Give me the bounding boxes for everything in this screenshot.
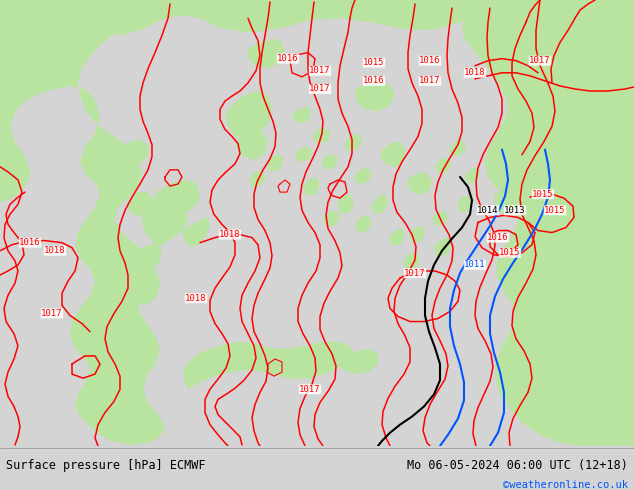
Text: 1018: 1018 bbox=[185, 294, 207, 303]
Polygon shape bbox=[323, 210, 340, 226]
Polygon shape bbox=[371, 194, 388, 214]
Polygon shape bbox=[183, 342, 355, 389]
Polygon shape bbox=[295, 146, 312, 162]
Polygon shape bbox=[337, 194, 354, 214]
Polygon shape bbox=[321, 154, 338, 170]
Text: 1015: 1015 bbox=[363, 58, 385, 67]
Text: 1013: 1013 bbox=[504, 206, 526, 215]
Polygon shape bbox=[521, 104, 550, 131]
Text: 1018: 1018 bbox=[44, 246, 66, 255]
Text: 1014: 1014 bbox=[477, 206, 499, 215]
Polygon shape bbox=[355, 214, 372, 233]
Polygon shape bbox=[409, 225, 425, 243]
Polygon shape bbox=[462, 0, 634, 446]
Text: 1017: 1017 bbox=[529, 56, 551, 65]
Polygon shape bbox=[380, 142, 405, 167]
Polygon shape bbox=[142, 195, 188, 255]
Polygon shape bbox=[464, 167, 480, 184]
Text: 1015: 1015 bbox=[544, 206, 566, 215]
Polygon shape bbox=[434, 238, 452, 257]
Polygon shape bbox=[344, 133, 362, 152]
Text: 1018: 1018 bbox=[464, 68, 486, 77]
Polygon shape bbox=[548, 30, 582, 61]
Polygon shape bbox=[403, 253, 420, 270]
Polygon shape bbox=[389, 227, 405, 245]
Text: Mo 06-05-2024 06:00 UTC (12+18): Mo 06-05-2024 06:00 UTC (12+18) bbox=[407, 459, 628, 472]
Text: 1017: 1017 bbox=[41, 309, 63, 318]
Text: 1017: 1017 bbox=[299, 385, 321, 394]
Text: 1015: 1015 bbox=[499, 248, 521, 257]
Polygon shape bbox=[0, 0, 240, 445]
Text: 1016: 1016 bbox=[19, 238, 41, 247]
Polygon shape bbox=[182, 218, 210, 248]
Polygon shape bbox=[249, 170, 266, 187]
Polygon shape bbox=[225, 91, 272, 140]
Polygon shape bbox=[338, 349, 378, 374]
Polygon shape bbox=[407, 172, 432, 195]
Text: 1016: 1016 bbox=[419, 56, 441, 65]
Polygon shape bbox=[312, 127, 330, 144]
Polygon shape bbox=[248, 38, 285, 69]
Text: 1017: 1017 bbox=[419, 76, 441, 85]
Polygon shape bbox=[122, 140, 148, 164]
Text: ©weatheronline.co.uk: ©weatheronline.co.uk bbox=[503, 480, 628, 490]
Polygon shape bbox=[508, 76, 538, 101]
Polygon shape bbox=[0, 0, 634, 35]
Polygon shape bbox=[127, 192, 153, 218]
Text: 1016: 1016 bbox=[363, 76, 385, 85]
Text: 1011: 1011 bbox=[464, 260, 486, 270]
Text: 1017: 1017 bbox=[309, 84, 331, 94]
Polygon shape bbox=[303, 177, 320, 195]
Polygon shape bbox=[432, 210, 448, 225]
Text: 1015: 1015 bbox=[533, 190, 553, 198]
Polygon shape bbox=[137, 245, 162, 268]
Text: 1016: 1016 bbox=[488, 233, 508, 242]
Polygon shape bbox=[435, 157, 452, 174]
Polygon shape bbox=[130, 265, 160, 305]
Text: Surface pressure [hPa] ECMWF: Surface pressure [hPa] ECMWF bbox=[6, 459, 206, 472]
Text: 1016: 1016 bbox=[277, 54, 299, 63]
Polygon shape bbox=[494, 187, 520, 214]
Polygon shape bbox=[292, 106, 312, 123]
Text: 1017: 1017 bbox=[309, 66, 331, 75]
Polygon shape bbox=[355, 81, 395, 111]
Text: 1017: 1017 bbox=[404, 269, 426, 277]
Text: 1018: 1018 bbox=[219, 230, 241, 239]
Polygon shape bbox=[267, 154, 284, 172]
Polygon shape bbox=[155, 180, 200, 214]
Polygon shape bbox=[449, 140, 466, 157]
Polygon shape bbox=[236, 129, 268, 160]
Polygon shape bbox=[457, 195, 473, 212]
Polygon shape bbox=[354, 167, 372, 184]
